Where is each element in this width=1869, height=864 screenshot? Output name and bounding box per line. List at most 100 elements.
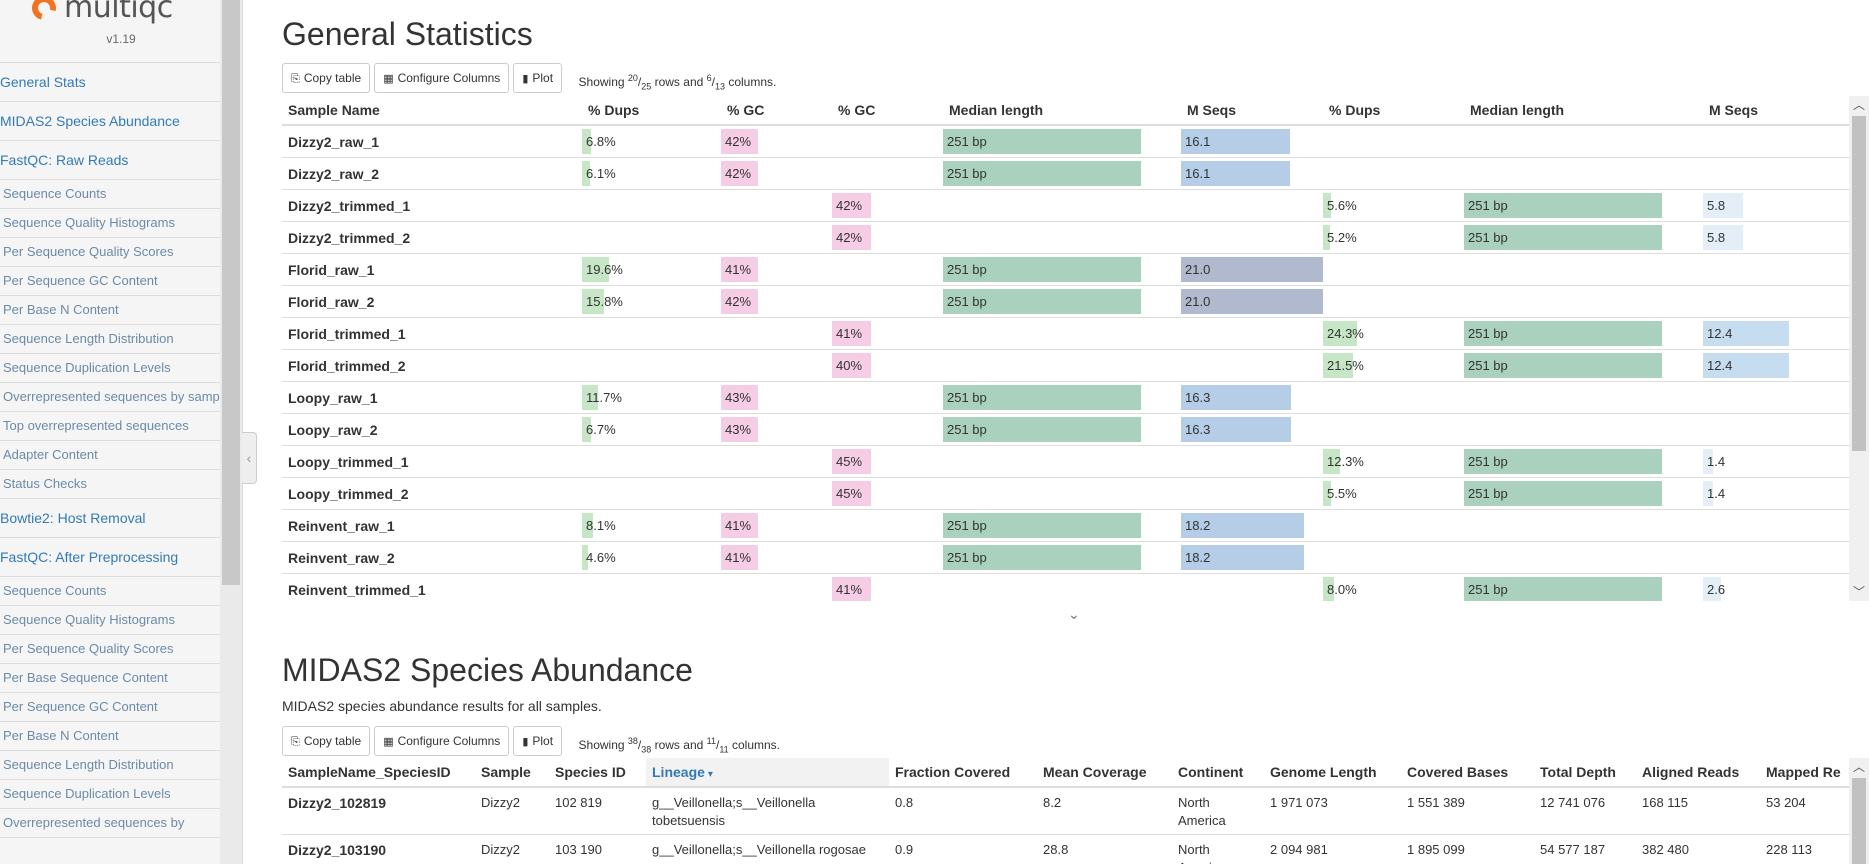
sidebar-item-sequence-quality-histograms[interactable]: Sequence Quality Histograms: [0, 209, 242, 238]
sort-caret-icon: ▾: [707, 769, 713, 780]
midas-header-1[interactable]: Sample: [475, 758, 549, 788]
sidebar-item-fastqc-raw-reads[interactable]: FastQC: Raw Reads: [0, 141, 242, 180]
gs-cell-wrap: [582, 222, 721, 253]
sidebar-item-overrepresented-sequences-by-sample[interactable]: Overrepresented sequences by sample: [0, 383, 242, 412]
gs-cell-wrap: 6.7%: [582, 414, 721, 445]
gs-header-4[interactable]: Median length: [943, 96, 1181, 126]
gs-header-2[interactable]: % GC: [721, 96, 832, 126]
midas-header-0[interactable]: SampleName_SpeciesID: [282, 758, 475, 788]
midas-header-2[interactable]: Species ID: [549, 758, 646, 788]
sidebar-item-adapter-content[interactable]: Adapter Content: [0, 441, 242, 470]
gs-header-8[interactable]: M Seqs: [1703, 96, 1849, 126]
midas-header-6[interactable]: Continent: [1172, 758, 1264, 788]
sidebar-collapse-toggle[interactable]: ‹: [242, 432, 257, 484]
gs-cell-dups1: 19.6%: [582, 253, 721, 286]
scroll-down-icon[interactable]: ﹀: [1852, 585, 1865, 599]
midas-header-11[interactable]: Mapped Re: [1760, 758, 1849, 788]
sidebar-item-per-sequence-quality-scores[interactable]: Per Sequence Quality Scores: [0, 238, 242, 267]
gs-cell-seqs1: [1181, 189, 1323, 222]
midas-header-8[interactable]: Covered Bases: [1401, 758, 1534, 788]
gs-header-3[interactable]: % GC: [832, 96, 943, 126]
sidebar-item-midas2-species-abundance[interactable]: MIDAS2 Species Abundance: [0, 102, 242, 141]
midas-header-4[interactable]: Fraction Covered: [889, 758, 1037, 788]
expand-table-chevron-icon[interactable]: ⌄: [1068, 606, 1080, 622]
gs-header-6[interactable]: % Dups: [1323, 96, 1464, 126]
sidebar-item-sequence-length-distribution[interactable]: Sequence Length Distribution: [0, 325, 242, 354]
midas-plot-button[interactable]: ▮ Plot: [513, 726, 563, 756]
sidebar-item-sequence-counts[interactable]: Sequence Counts: [0, 180, 242, 209]
sidebar-item-top-overrepresented-sequences[interactable]: Top overrepresented sequences: [0, 412, 242, 441]
gs-header-5[interactable]: M Seqs: [1181, 96, 1323, 126]
midas-header-10[interactable]: Aligned Reads: [1636, 758, 1760, 788]
scroll-up-icon[interactable]: ︿: [1852, 98, 1865, 112]
sidebar-item-sequence-length-distribution[interactable]: Sequence Length Distribution: [0, 751, 242, 780]
gs-cell-wrap: 19.6%: [582, 254, 721, 285]
copy-table-button[interactable]: ⎘ Copy table: [282, 63, 371, 93]
midas-header-5[interactable]: Mean Coverage: [1037, 758, 1172, 788]
gs-cell-seqs2: [1703, 285, 1849, 318]
sidebar-item-per-base-sequence-content[interactable]: Per Base Sequence Content: [0, 664, 242, 693]
sidebar-item-per-base-n-content[interactable]: Per Base N Content: [0, 296, 242, 325]
gs-cell-wrap: 15.8%: [582, 286, 721, 317]
gs-cell-seqs2: [1703, 413, 1849, 446]
sidebar-item-status-checks[interactable]: Status Checks: [0, 470, 242, 499]
gs-header-1[interactable]: % Dups: [582, 96, 721, 126]
midas-header-3[interactable]: Lineage ▾: [646, 758, 889, 788]
general-stats-title: General Statistics: [282, 16, 533, 52]
gs-cell-wrap: 5.8: [1703, 190, 1849, 221]
midas-scrollbar-thumb[interactable]: [1852, 778, 1866, 864]
gs-cell-wrap: [1703, 286, 1849, 317]
gs-bar-gc1: [721, 545, 758, 570]
general-stats-scrollbar[interactable]: ︿ ﹀: [1849, 96, 1869, 601]
midas-copy-table-button[interactable]: ⎘ Copy table: [282, 726, 371, 756]
sidebar-item-sequence-counts[interactable]: Sequence Counts: [0, 577, 242, 606]
sidebar-item-bowtie2-host-removal[interactable]: Bowtie2: Host Removal: [0, 499, 242, 538]
sidebar-item-sequence-quality-histograms[interactable]: Sequence Quality Histograms: [0, 606, 242, 635]
plot-button[interactable]: ▮ Plot: [513, 63, 563, 93]
gs-bar-len1: [943, 129, 1141, 154]
sidebar-item-per-sequence-quality-scores[interactable]: Per Sequence Quality Scores: [0, 635, 242, 664]
rows-shown: 38: [627, 736, 638, 746]
midas-header-9[interactable]: Total Depth: [1534, 758, 1636, 788]
gs-value-gc2: 42%: [836, 230, 863, 245]
gs-cell-dups1: 8.1%: [582, 509, 721, 542]
gs-cell-wrap: [943, 190, 1181, 221]
gs-header-0[interactable]: Sample Name: [282, 96, 582, 126]
gs-cell-gc1: 43%: [721, 413, 832, 446]
sidebar-item-sequence-duplication-levels[interactable]: Sequence Duplication Levels: [0, 354, 242, 383]
sidebar-item-overrepresented-sequences-by[interactable]: Overrepresented sequences by: [0, 809, 242, 838]
gs-cell-wrap: [943, 446, 1181, 477]
copy-table-label: Copy table: [303, 71, 362, 85]
gs-cell-len1: [943, 189, 1181, 222]
sidebar-item-per-sequence-gc-content[interactable]: Per Sequence GC Content: [0, 693, 242, 722]
midas-table: SampleName_SpeciesID Sample Species ID Line…: [282, 758, 1849, 864]
gs-cell-len2: [1464, 253, 1703, 286]
gs-bar-seqs2: [1703, 449, 1713, 474]
sidebar-item-sequence-duplication-levels[interactable]: Sequence Duplication Levels: [0, 780, 242, 809]
sidebar-scrollbar[interactable]: [220, 0, 242, 864]
scroll-up-icon[interactable]: ︿: [1852, 760, 1865, 774]
general-stats-scrollbar-thumb[interactable]: [1852, 116, 1866, 451]
multiqc-logo[interactable]: multiqc: [27, 0, 182, 30]
gs-value-len2: 251 bp: [1468, 198, 1508, 213]
gs-value-seqs1: 18.2: [1185, 550, 1211, 565]
sidebar-item-fastqc-after-preprocessing[interactable]: FastQC: After Preprocessing: [0, 538, 242, 577]
table-row: Florid_raw_2 15.8% 42% 251 bp 21.0: [282, 285, 1849, 318]
general-stats-toolbar: ⎘ Copy table ▦ Configure Columns ▮ Plot Showi…: [282, 63, 776, 93]
gs-cell-gc1: 41%: [721, 509, 832, 542]
gs-header-7[interactable]: Median length: [1464, 96, 1703, 126]
gs-cell-len2: 251 bp: [1464, 317, 1703, 350]
gs-value-gc1: 42%: [725, 294, 752, 309]
gs-cell-gc1: 42%: [721, 157, 832, 190]
gs-bar-dups2: [1323, 321, 1358, 346]
sidebar-item-per-sequence-gc-content[interactable]: Per Sequence GC Content: [0, 267, 242, 296]
sidebar-item-per-base-n-content[interactable]: Per Base N Content: [0, 722, 242, 751]
sidebar-item-general-stats[interactable]: General Stats: [0, 63, 242, 102]
midas-header-7[interactable]: Genome Length: [1264, 758, 1401, 788]
midas-configure-columns-button[interactable]: ▦ Configure Columns: [374, 726, 510, 756]
gs-cell-seqs2: [1703, 541, 1849, 574]
sidebar-scrollbar-thumb[interactable]: [222, 0, 240, 585]
configure-columns-button[interactable]: ▦ Configure Columns: [374, 63, 510, 93]
gs-cell-wrap: [832, 414, 943, 445]
midas-scrollbar[interactable]: ︿: [1849, 758, 1869, 864]
